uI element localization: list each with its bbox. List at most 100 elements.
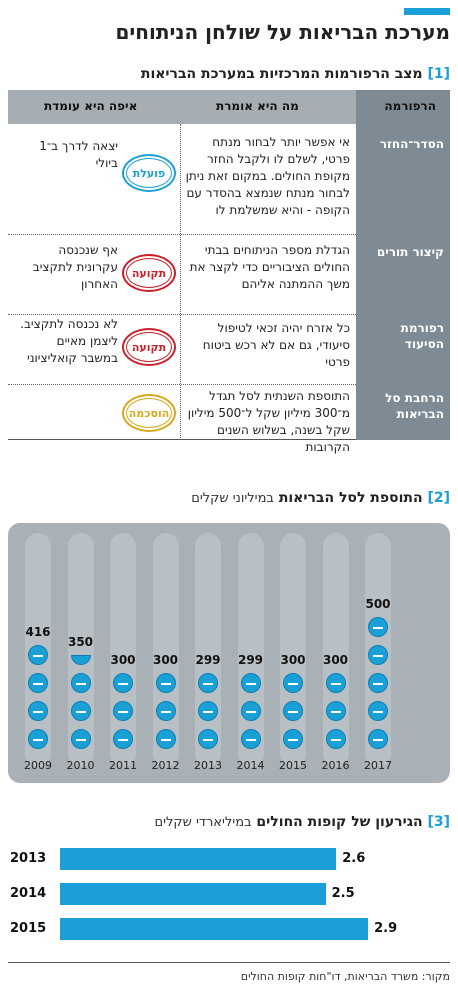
bar-pill-2013 [198, 729, 218, 749]
bar-value-label-2014: 2.5 [331, 886, 355, 901]
bar-pill-2009 [28, 701, 48, 721]
x-tick-label-2013: 2013 [194, 759, 222, 772]
bar-value-label-2012: 300 [152, 653, 179, 667]
bar-pill-2017 [368, 617, 388, 637]
pill-groove [322, 533, 349, 767]
reform-description: כל אזרח יהיה זכאי לטיפול סיעודי, גם אם ל… [202, 321, 350, 369]
bar-pill-2011 [113, 701, 133, 721]
bar-pill-2017 [368, 645, 388, 665]
reform-name: הסדר־החזר [379, 137, 444, 151]
bar-pill-2015 [283, 701, 303, 721]
reform-description: התוספת השנתית לסל תגדל מ־300 מיליון שקל … [187, 389, 350, 454]
y-tick-label-2013: 2013 [10, 851, 47, 866]
reform-description: אי אפשר יותר לבחור מנתח פרטי, לשלם לו ול… [185, 135, 350, 217]
section2-subtitle: במיליוני שקלים [191, 491, 274, 506]
status-text: אף שנכנסה עקרונית לתקציב האחרון [32, 243, 118, 291]
bar-pill-2010 [70, 701, 91, 721]
bar-pill-2009 [28, 645, 48, 665]
status-stamp: פועלת [122, 154, 176, 192]
bar-pill-2015 [283, 673, 303, 693]
status-text: יצאה לדרך ב־1 ביולי [39, 139, 118, 170]
header-status: איפה היא עומדת [44, 99, 138, 113]
x-tick-label-2010: 2010 [66, 759, 95, 772]
bar-pill-2014 [240, 701, 261, 721]
bar-pill-2016 [325, 701, 346, 721]
section2-number: [2] [427, 490, 450, 506]
bar-value-label-2009: 416 [25, 625, 51, 639]
pill-groove [195, 533, 221, 767]
bar-pill-2011 [113, 673, 133, 693]
bar-pill-2017 [368, 673, 388, 693]
row-divider [8, 234, 356, 235]
x-tick-label-2015: 2015 [279, 759, 307, 772]
x-tick-label-2016: 2016 [321, 759, 350, 772]
bar-2013 [60, 848, 337, 870]
bar-pill-2014 [240, 729, 261, 749]
x-tick-label-2009: 2009 [24, 759, 52, 772]
bar-value-label-2015: 300 [280, 653, 306, 667]
section3-header: [3] הגירעון של קופות החולים במיליארדי שק… [154, 814, 450, 830]
column-divider [180, 124, 181, 440]
y-tick-label-2014: 2014 [10, 886, 47, 901]
bar-pill-2016 [325, 673, 346, 693]
bar-value-label-2017: 500 [365, 597, 391, 611]
bar-pill-2012 [155, 701, 176, 721]
status-text: לא נכנסה לתקציב. ליצמן מאיים במשבר קואלי… [20, 317, 118, 365]
x-tick-label-2014: 2014 [236, 759, 265, 772]
reforms-table: הרפורמה מה היא אומרת איפה היא עומדת הסדר… [8, 90, 450, 454]
pill-groove [237, 533, 264, 767]
bar-pill-2009 [28, 673, 48, 693]
bar-value-label-2015: 2.9 [374, 921, 398, 936]
title-accent-bar [404, 8, 450, 15]
source-divider [8, 962, 450, 963]
pill-groove [152, 533, 179, 767]
section1-header: [1] מצב הרפורמות המרכזיות במערכת הבריאות [141, 66, 450, 82]
bar-pill-2012 [155, 673, 176, 693]
section3-subtitle: במיליארדי שקלים [154, 815, 252, 830]
page-title: מערכת הבריאות על שולחן הניתוחים [115, 20, 450, 44]
status-stamp-label: הוסכמה [128, 406, 170, 420]
bar-value-label-2010: 350 [67, 635, 94, 649]
bar-pill-2010 [70, 673, 91, 693]
bar-value-label-2016: 300 [322, 653, 349, 667]
bar-pill-2017 [368, 729, 388, 749]
bar-pill-2016 [325, 729, 346, 749]
reform-name: קיצור תורים [376, 245, 444, 259]
bar-pill-2013 [198, 701, 218, 721]
status-stamp: תקועה [122, 254, 176, 292]
bar-pill-2012 [155, 729, 176, 749]
reform-name: רפורמת הסיעוד [400, 321, 444, 351]
status-stamp-label: פועלת [132, 166, 166, 180]
reform-column-band [356, 90, 450, 440]
bar-pill-2011 [113, 729, 133, 749]
status-stamp-label: תקועה [131, 266, 167, 280]
header-reform: הרפורמה [384, 99, 436, 113]
section1-title: מצב הרפורמות המרכזיות במערכת הבריאות [140, 66, 423, 82]
status-stamp-label: תקועה [131, 340, 167, 354]
source-note: מקור: משרד הבריאות, דו"חות קופות החולים [240, 970, 450, 983]
x-tick-label-2012: 2012 [151, 759, 180, 772]
bar-pill-2010 [70, 729, 91, 749]
bar-value-label-2014: 299 [237, 653, 264, 667]
bar-pill-2017 [368, 701, 388, 721]
pill-groove [280, 533, 306, 767]
bar-value-label-2013: 299 [195, 653, 221, 667]
bar-2015 [60, 918, 369, 940]
bar-pill-2014 [240, 673, 261, 693]
reform-name: הרחבת סל הבריאות [385, 391, 444, 421]
status-stamp: תקועה [122, 328, 176, 366]
header-says: מה היא אומרת [216, 99, 299, 113]
section3-number: [3] [427, 814, 450, 830]
section2-title: התוספת לסל הבריאות [278, 490, 423, 506]
bar-pill-2015 [283, 729, 303, 749]
bar-pill-2009 [28, 729, 48, 749]
pill-groove [67, 533, 94, 767]
row-divider [8, 314, 356, 315]
section2-header: [2] התוספת לסל הבריאות במיליוני שקלים [191, 490, 450, 506]
bar-pill-2013 [198, 673, 218, 693]
bar-2014 [60, 883, 326, 905]
status-stamp: הוסכמה [122, 394, 176, 432]
pill-groove [110, 533, 136, 767]
row-divider [8, 384, 356, 385]
budget-additions-chart: 416 2009 350 2010 300 2011 300 2012 299 2013 299 20… [8, 523, 450, 783]
